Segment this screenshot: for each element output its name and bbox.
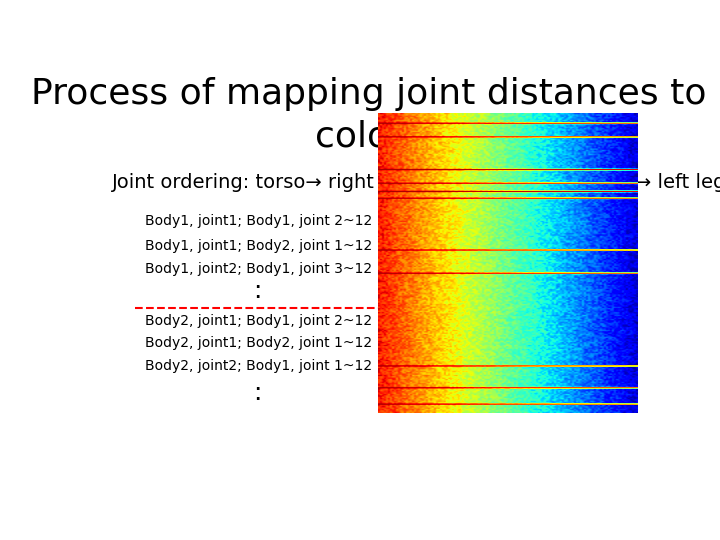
Text: ⎡: ⎡ xyxy=(377,258,389,281)
Text: Joint ordering: torso→ right arm→ left arm → right leg → left leg: Joint ordering: torso→ right arm→ left a… xyxy=(112,173,720,192)
Text: Body2, joint1; Body1, joint 2~12: Body2, joint1; Body1, joint 2~12 xyxy=(145,314,372,328)
Text: ⎡: ⎡ xyxy=(377,355,389,377)
Text: :: : xyxy=(253,381,261,406)
Text: Body1, joint2; Body1, joint 3~12: Body1, joint2; Body1, joint 3~12 xyxy=(145,262,372,276)
Text: ⎡: ⎡ xyxy=(377,332,389,355)
Text: Body2, joint2; Body1, joint 1~12: Body2, joint2; Body1, joint 1~12 xyxy=(145,359,372,373)
Text: ⎡: ⎡ xyxy=(377,210,389,232)
Text: Body1, joint1; Body1, joint 2~12: Body1, joint1; Body1, joint 2~12 xyxy=(145,214,372,228)
Text: Process of mapping joint distances to
colors: Process of mapping joint distances to co… xyxy=(31,77,707,153)
Text: Body1, joint1; Body2, joint 1~12: Body1, joint1; Body2, joint 1~12 xyxy=(145,239,372,253)
Text: ⎡: ⎡ xyxy=(377,309,389,332)
Text: :: : xyxy=(253,279,261,303)
Text: ⎡: ⎡ xyxy=(377,234,389,257)
Text: Body2, joint1; Body2, joint 1~12: Body2, joint1; Body2, joint 1~12 xyxy=(145,336,372,350)
